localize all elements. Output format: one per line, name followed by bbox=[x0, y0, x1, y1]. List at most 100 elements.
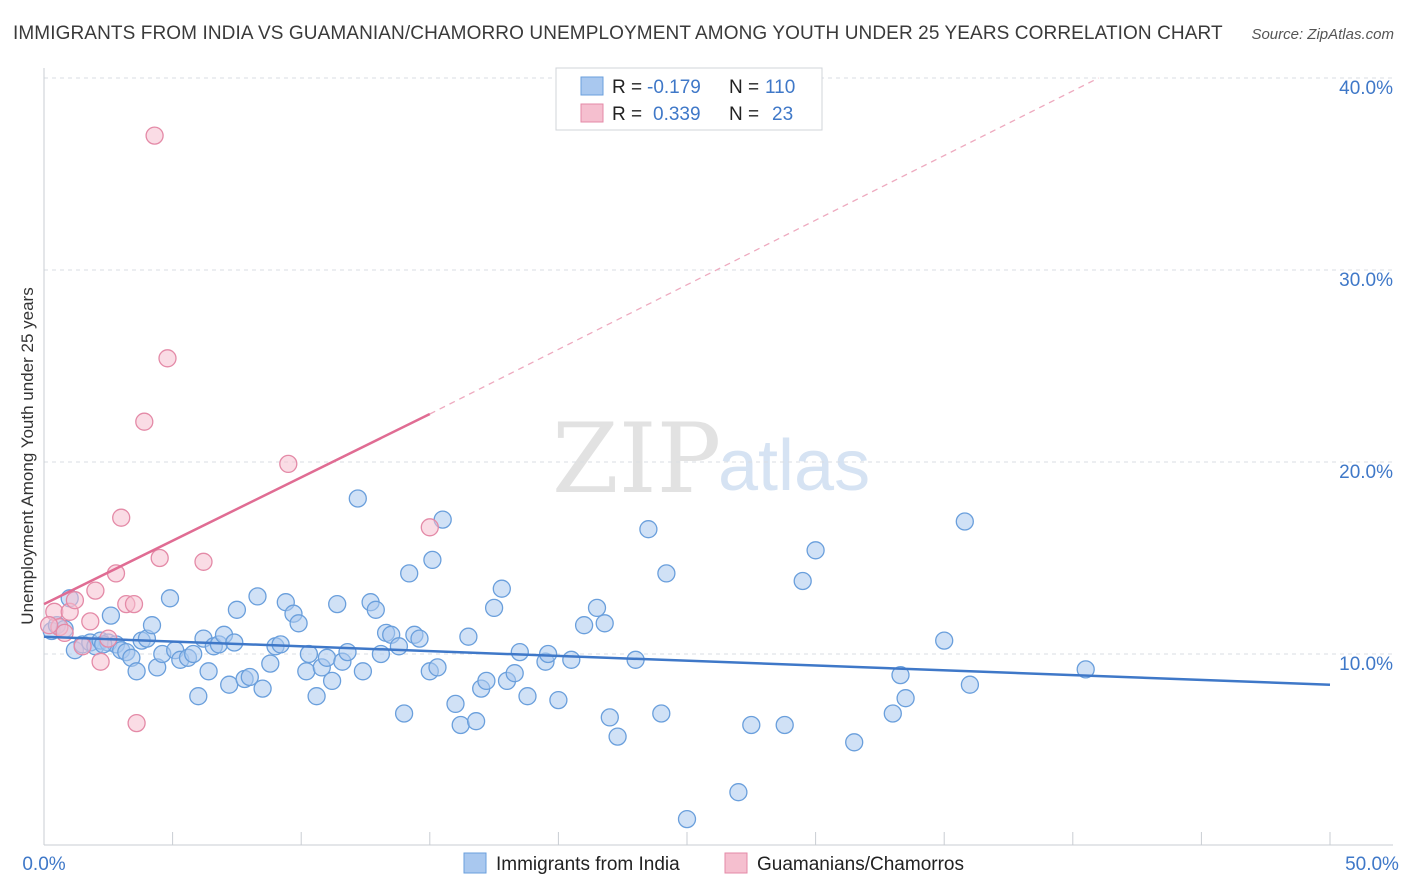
point-india-21 bbox=[160, 589, 180, 608]
y-tick-label-30: 30.0% bbox=[1339, 270, 1393, 291]
point-india-98 bbox=[775, 715, 794, 735]
point-guam-17 bbox=[150, 548, 169, 568]
point-india-26 bbox=[189, 687, 208, 706]
point-india-62 bbox=[394, 704, 414, 723]
legend-swatch-guam bbox=[580, 103, 604, 123]
legend-r-label-guam: R = bbox=[612, 104, 642, 125]
point-guam-4 bbox=[65, 591, 85, 610]
trend-line-india bbox=[43, 635, 1331, 686]
point-india-54 bbox=[348, 489, 367, 508]
point-india-49 bbox=[317, 648, 337, 667]
point-india-90 bbox=[608, 727, 627, 746]
point-india-65 bbox=[410, 629, 429, 648]
correlation-legend: R = -0.179 N = 110 R = 0.339 N = 23 bbox=[555, 67, 823, 131]
point-india-37 bbox=[248, 587, 267, 606]
point-india-101 bbox=[845, 733, 864, 752]
point-guam-22 bbox=[39, 616, 59, 635]
point-india-34 bbox=[227, 600, 247, 619]
point-india-86 bbox=[574, 616, 594, 635]
point-guam-19 bbox=[194, 552, 213, 571]
watermark-atlas: atlas bbox=[718, 426, 870, 506]
point-india-72 bbox=[459, 627, 478, 646]
point-india-73 bbox=[466, 712, 486, 731]
point-india-103 bbox=[891, 665, 910, 685]
point-india-104 bbox=[896, 689, 915, 708]
y-tick-label-10: 10.0% bbox=[1339, 654, 1393, 675]
legend-n-label-india: N = bbox=[729, 77, 759, 98]
axes bbox=[43, 68, 1393, 846]
point-india-25 bbox=[184, 644, 203, 664]
point-india-81 bbox=[518, 687, 537, 706]
bottom-legend-swatch-india bbox=[463, 852, 487, 874]
point-guam-7 bbox=[86, 581, 105, 600]
point-india-107 bbox=[960, 675, 980, 694]
point-india-93 bbox=[652, 704, 671, 723]
point-india-77 bbox=[492, 579, 511, 598]
point-india-97 bbox=[742, 715, 761, 735]
point-india-96 bbox=[729, 783, 748, 802]
point-india-61 bbox=[389, 637, 409, 656]
point-india-50 bbox=[322, 671, 342, 691]
point-india-36 bbox=[240, 667, 259, 687]
point-guam-18 bbox=[158, 349, 177, 368]
point-guam-21 bbox=[420, 518, 439, 537]
point-guam-6 bbox=[81, 612, 100, 631]
bottom-legend-swatch-guam bbox=[724, 852, 748, 874]
gridlines bbox=[44, 77, 1393, 655]
point-india-51 bbox=[328, 594, 347, 614]
legend-r-value-guam: 0.339 bbox=[653, 104, 701, 125]
point-india-80 bbox=[510, 642, 529, 662]
point-india-68 bbox=[428, 658, 447, 677]
series-legend: Immigrants from India Guamanians/Chamorr… bbox=[463, 852, 964, 875]
point-india-44 bbox=[289, 614, 308, 633]
point-india-85 bbox=[562, 650, 581, 669]
x-tick-label-50: 50.0% bbox=[1345, 854, 1399, 875]
point-india-63 bbox=[400, 564, 419, 583]
legend-swatch-india bbox=[580, 76, 604, 96]
point-guam-11 bbox=[112, 508, 131, 527]
series-immigrants-from-india bbox=[42, 489, 1095, 829]
point-india-57 bbox=[366, 600, 385, 619]
point-india-15 bbox=[127, 662, 146, 681]
point-india-84 bbox=[549, 690, 568, 710]
point-guam-15 bbox=[135, 412, 154, 431]
legend-r-label-india: R = bbox=[612, 77, 642, 98]
point-guam-8 bbox=[91, 652, 110, 671]
point-india-47 bbox=[307, 687, 326, 706]
y-tick-label-20: 20.0% bbox=[1339, 462, 1393, 483]
watermark-zip: ZIP bbox=[552, 403, 721, 515]
point-india-87 bbox=[587, 598, 607, 618]
y-tick-label-40: 40.0% bbox=[1339, 78, 1393, 99]
point-india-39 bbox=[261, 654, 280, 673]
point-india-106 bbox=[955, 512, 974, 531]
watermark: ZIP atlas bbox=[552, 403, 870, 515]
legend-r-value-india: -0.179 bbox=[647, 77, 701, 98]
point-guam-5 bbox=[73, 637, 92, 656]
point-india-38 bbox=[253, 679, 272, 698]
point-india-32 bbox=[220, 675, 239, 694]
point-guam-16 bbox=[145, 126, 164, 145]
trend-line-guam bbox=[43, 412, 431, 606]
point-india-10 bbox=[101, 606, 121, 625]
legend-n-label-guam: N = bbox=[729, 104, 759, 125]
point-india-95 bbox=[677, 809, 697, 829]
point-india-55 bbox=[353, 662, 373, 681]
point-guam-13 bbox=[124, 594, 144, 614]
point-guam-20 bbox=[279, 454, 298, 474]
point-india-94 bbox=[657, 564, 676, 583]
point-india-71 bbox=[451, 715, 470, 735]
point-india-100 bbox=[806, 541, 825, 560]
y-tick-labels: 10.0% 20.0% 30.0% 40.0% bbox=[1339, 78, 1393, 675]
trend-lines bbox=[43, 77, 1331, 686]
chart-title: IMMIGRANTS FROM INDIA VS GUAMANIAN/CHAMO… bbox=[13, 23, 1223, 44]
chart-source: Source: ZipAtlas.com bbox=[1251, 26, 1394, 43]
point-guam-14 bbox=[127, 713, 146, 733]
point-india-88 bbox=[595, 614, 614, 633]
point-india-75 bbox=[477, 671, 496, 691]
point-india-45 bbox=[297, 662, 316, 681]
point-india-92 bbox=[639, 520, 658, 539]
point-india-53 bbox=[338, 642, 357, 662]
trend-line-guam-extension bbox=[429, 77, 1099, 415]
point-india-70 bbox=[446, 694, 465, 714]
point-india-67 bbox=[423, 550, 442, 570]
